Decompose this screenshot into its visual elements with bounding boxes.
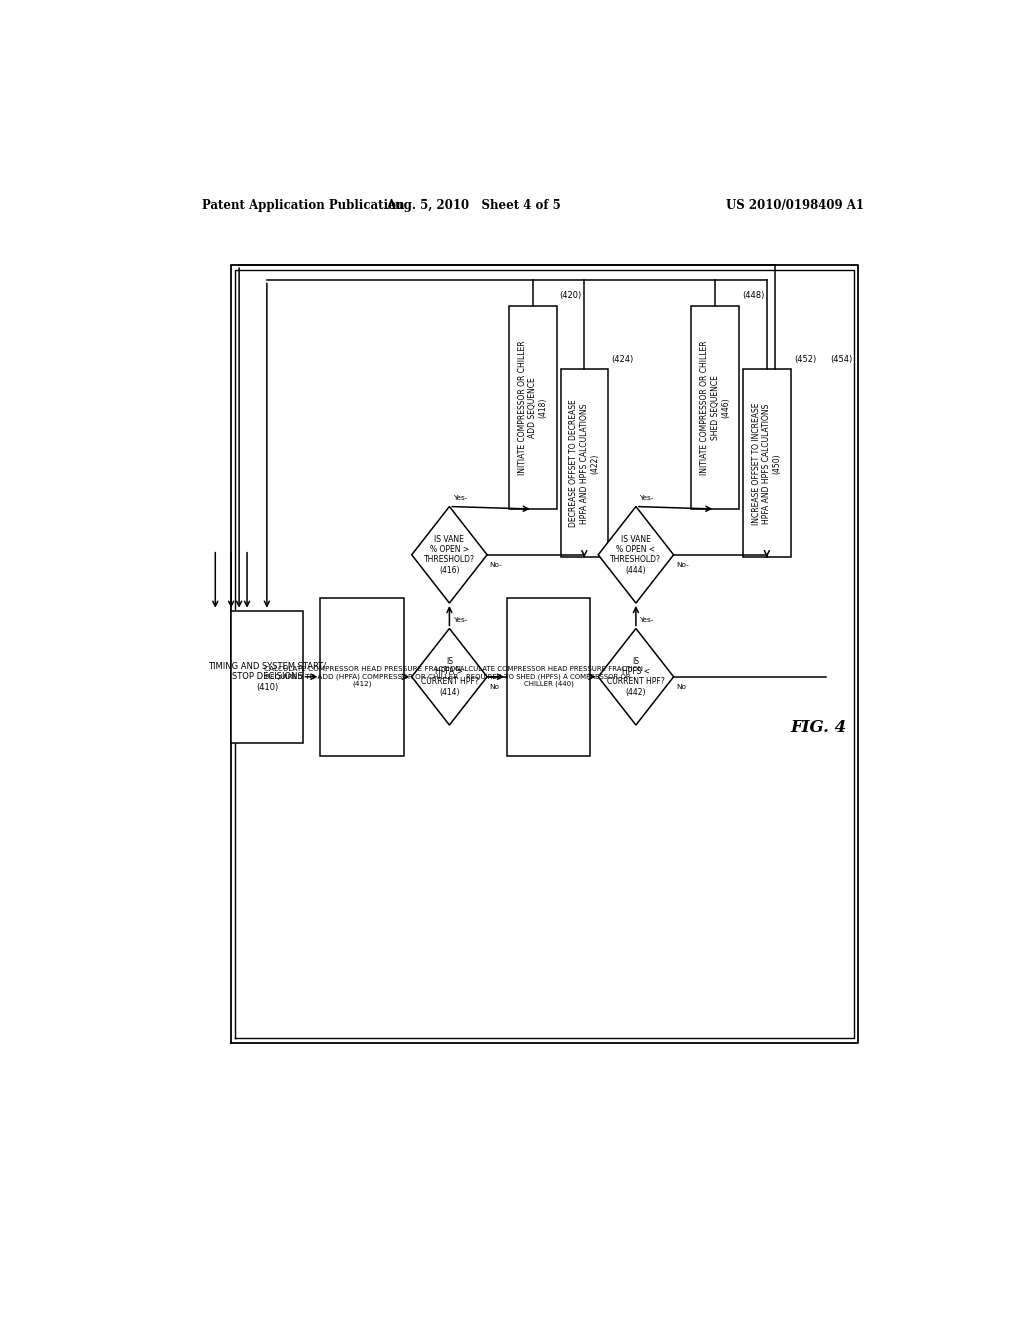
Text: Yes-: Yes- bbox=[453, 495, 467, 502]
FancyBboxPatch shape bbox=[509, 306, 557, 510]
Text: No: No bbox=[489, 684, 500, 690]
Polygon shape bbox=[412, 507, 487, 603]
Text: IS
HPFA >
CURRENT HPF?
(414): IS HPFA > CURRENT HPF? (414) bbox=[421, 656, 478, 697]
Text: No-: No- bbox=[489, 562, 502, 568]
FancyBboxPatch shape bbox=[321, 598, 403, 755]
Text: TIMING AND SYSTEM START/
STOP DECISIONS
(410): TIMING AND SYSTEM START/ STOP DECISIONS … bbox=[208, 661, 326, 692]
Text: CALCULATE COMPRESSOR HEAD PRESSURE FRACTION
REQUIRED TO SHED (HPFS) A COMPRESSOR: CALCULATE COMPRESSOR HEAD PRESSURE FRACT… bbox=[455, 667, 643, 688]
Text: (454): (454) bbox=[830, 355, 853, 363]
FancyBboxPatch shape bbox=[231, 611, 303, 743]
Text: No-: No- bbox=[676, 562, 689, 568]
Text: INCREASE OFFSET TO INCREASE
HPFA AND HPFS CALCULATIONS
(450): INCREASE OFFSET TO INCREASE HPFA AND HPF… bbox=[752, 403, 781, 524]
Text: No: No bbox=[676, 684, 686, 690]
FancyBboxPatch shape bbox=[743, 370, 791, 557]
Text: Patent Application Publication: Patent Application Publication bbox=[202, 198, 404, 211]
Polygon shape bbox=[598, 507, 674, 603]
Text: (448): (448) bbox=[742, 292, 765, 300]
Text: (424): (424) bbox=[611, 355, 634, 363]
Polygon shape bbox=[412, 628, 487, 725]
FancyBboxPatch shape bbox=[507, 598, 590, 755]
Text: CALCULATE COMPRESSOR HEAD PRESSURE FRACTION
REQUIRED TO ADD (HPFA) COMPRESSOR OR: CALCULATE COMPRESSOR HEAD PRESSURE FRACT… bbox=[263, 667, 461, 688]
Text: INITIATE COMPRESSOR OR CHILLER
SHED SEQUENCE
(446): INITIATE COMPRESSOR OR CHILLER SHED SEQU… bbox=[700, 341, 730, 475]
Polygon shape bbox=[598, 628, 674, 725]
Text: Yes-: Yes- bbox=[453, 618, 467, 623]
Text: IS VANE
% OPEN >
THRESHOLD?
(416): IS VANE % OPEN > THRESHOLD? (416) bbox=[424, 535, 475, 576]
Text: Yes-: Yes- bbox=[639, 495, 653, 502]
FancyBboxPatch shape bbox=[691, 306, 739, 510]
Text: Yes-: Yes- bbox=[639, 618, 653, 623]
FancyBboxPatch shape bbox=[560, 370, 608, 557]
Text: IS
HPFS <
CURRENT HPF?
(442): IS HPFS < CURRENT HPF? (442) bbox=[607, 656, 665, 697]
Text: DECREASE OFFSET TO DECREASE
HPFA AND HPFS CALCULATIONS
(422): DECREASE OFFSET TO DECREASE HPFA AND HPF… bbox=[569, 400, 599, 527]
Text: INITIATE COMPRESSOR OR CHILLER
ADD SEQUENCE
(418): INITIATE COMPRESSOR OR CHILLER ADD SEQUE… bbox=[518, 341, 548, 475]
Text: US 2010/0198409 A1: US 2010/0198409 A1 bbox=[726, 198, 863, 211]
Text: (452): (452) bbox=[794, 355, 816, 363]
Text: FIG. 4: FIG. 4 bbox=[791, 719, 847, 737]
Text: IS VANE
% OPEN <
THRESHOLD?
(444): IS VANE % OPEN < THRESHOLD? (444) bbox=[610, 535, 662, 576]
Text: (420): (420) bbox=[560, 292, 582, 300]
Text: Aug. 5, 2010   Sheet 4 of 5: Aug. 5, 2010 Sheet 4 of 5 bbox=[386, 198, 560, 211]
